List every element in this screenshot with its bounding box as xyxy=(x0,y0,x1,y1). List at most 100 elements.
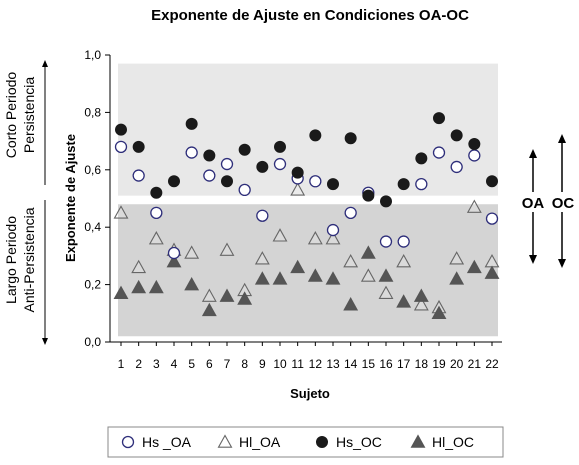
x-tick-label: 2 xyxy=(135,357,142,371)
point-triangle-filled xyxy=(396,294,412,308)
point-circle-filled xyxy=(238,143,251,156)
point-triangle-filled xyxy=(148,279,164,294)
point-circle-open xyxy=(203,169,216,182)
point-circle-open xyxy=(468,149,481,162)
x-tick-label: 1 xyxy=(118,357,125,371)
oa-bracket-top-head xyxy=(529,149,537,158)
point-triangle-filled xyxy=(466,259,482,274)
point-circle-open xyxy=(485,212,499,225)
point-triangle-filled xyxy=(360,245,376,259)
point-triangle-filled xyxy=(201,302,217,317)
point-circle-filled xyxy=(168,175,180,188)
point-triangle-filled xyxy=(272,271,288,285)
point-triangle-filled xyxy=(378,268,394,282)
point-circle-filled xyxy=(468,137,481,150)
point-circle-filled xyxy=(203,149,216,162)
y-tick-label: 0,0 xyxy=(84,335,101,349)
x-tick-label: 8 xyxy=(241,357,248,371)
x-tick-label: 11 xyxy=(291,357,304,371)
point-triangle-filled xyxy=(449,271,465,285)
legend-box xyxy=(107,426,504,458)
oc-bracket-top-head xyxy=(558,134,566,143)
point-circle-filled xyxy=(362,189,375,202)
y-tick-label: 0,6 xyxy=(84,163,101,177)
x-axis-label: Sujeto xyxy=(290,386,330,401)
oa-bracket-bottom-head xyxy=(529,255,537,264)
x-tick-label: 22 xyxy=(485,357,499,371)
point-circle-filled xyxy=(309,129,322,142)
point-circle-open xyxy=(415,177,428,191)
y-ticks: 0,0 0,2 0,4 0,6 0,8 1,0 xyxy=(84,48,110,349)
point-circle-filled xyxy=(150,186,163,199)
chart-title: Exponente de Ajuste en Condiciones OA-OC xyxy=(151,7,469,24)
side-arrow-bottom-head xyxy=(42,338,48,345)
oc-label: OC xyxy=(552,195,575,212)
point-circle-open xyxy=(238,183,251,197)
background-bands xyxy=(118,63,498,337)
point-triangle-open xyxy=(307,231,323,245)
point-circle-open xyxy=(379,235,393,248)
point-circle-open xyxy=(344,206,357,220)
point-triangle-open xyxy=(113,205,129,219)
side-label-top-line2: Persistencia xyxy=(21,77,37,153)
point-circle-open xyxy=(326,223,340,237)
x-tick-label: 3 xyxy=(153,357,160,371)
point-circle-filled xyxy=(291,166,304,179)
y-tick-label: 0,4 xyxy=(84,220,101,234)
point-circle-filled xyxy=(221,175,233,188)
point-triangle-open xyxy=(254,251,270,265)
y-tick-label: 1,0 xyxy=(84,48,101,62)
point-triangle-open xyxy=(201,288,217,302)
x-tick-label: 7 xyxy=(224,357,231,371)
y-axis-label: Exponente de Ajuste xyxy=(63,134,78,262)
x-tick-label: 5 xyxy=(188,357,195,371)
x-tick-label: 6 xyxy=(206,357,213,371)
oa-label: OA xyxy=(522,195,545,212)
legend-marker-triangle-filled xyxy=(410,434,426,448)
point-triangle-open xyxy=(325,231,341,245)
point-circle-filled xyxy=(274,140,286,153)
point-triangle-filled xyxy=(184,276,200,291)
point-circle-open xyxy=(150,206,163,220)
side-label-bottom-line1: Largo Periodo xyxy=(3,216,19,304)
point-circle-open xyxy=(432,146,446,159)
x-tick-label: 9 xyxy=(259,357,266,371)
point-circle-filled xyxy=(344,132,357,145)
point-circle-filled xyxy=(397,178,410,191)
point-triangle-filled xyxy=(307,268,323,282)
side-label-bottom-line2: Anti-Persistencia xyxy=(21,207,37,312)
point-triangle-filled xyxy=(413,288,429,302)
point-triangle-filled xyxy=(131,279,147,294)
point-triangle-open xyxy=(343,254,359,268)
x-tick-label: 10 xyxy=(273,357,287,371)
point-circle-open xyxy=(256,209,269,222)
data-points xyxy=(113,112,500,320)
legend-label: Hl_OA xyxy=(239,434,281,450)
point-circle-open xyxy=(273,157,287,171)
point-triangle-filled xyxy=(166,254,182,268)
band-upper xyxy=(118,63,498,196)
y-tick-label: 0,2 xyxy=(84,278,101,292)
y-tick-label: 0,8 xyxy=(84,105,101,119)
point-triangle-filled xyxy=(219,288,235,302)
side-arrow-top-head xyxy=(42,60,48,67)
point-circle-filled xyxy=(185,117,198,130)
x-tick-label: 18 xyxy=(415,357,429,371)
point-circle-open xyxy=(185,146,198,159)
point-circle-filled xyxy=(380,195,392,208)
x-tick-label: 16 xyxy=(379,357,393,371)
oc-label-bg xyxy=(548,192,576,212)
x-tick-label: 19 xyxy=(432,357,446,371)
point-triangle-open xyxy=(272,228,288,242)
point-triangle-open xyxy=(396,254,412,268)
point-circle-filled xyxy=(415,152,428,165)
point-triangle-open xyxy=(290,182,306,196)
x-tick-label: 13 xyxy=(326,357,340,371)
x-ticks: 1 2 3 4 5 6 7 8 9 10 11 12 13 14 15 16 17 18 19 20 21 22 xyxy=(118,342,499,371)
point-triangle-filled xyxy=(484,265,500,279)
point-circle-filled xyxy=(486,175,498,188)
legend-marker-circle-filled xyxy=(316,436,328,448)
point-triangle-open xyxy=(360,268,376,282)
point-circle-filled xyxy=(327,178,339,191)
